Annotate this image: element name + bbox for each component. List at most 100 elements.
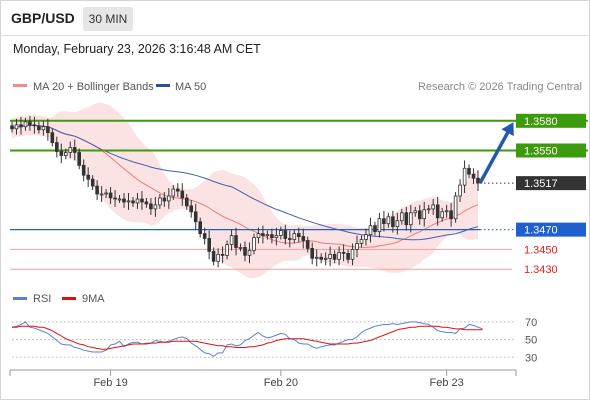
candle-body [14, 124, 19, 130]
candle-body [175, 188, 180, 192]
candle-body [319, 256, 323, 260]
candle-body [382, 218, 386, 224]
level-labels: 1.3580 1.3550 1.3517 1.3470 1.3450 1.3430 [516, 113, 586, 276]
candle-body [386, 216, 391, 225]
candle-body [413, 210, 418, 214]
candle [341, 244, 346, 262]
candle [135, 193, 140, 209]
candle [32, 116, 37, 134]
candle-body [287, 238, 292, 240]
candle [37, 121, 41, 134]
timeframe-button[interactable]: 30 MIN [83, 7, 133, 31]
candle [23, 117, 28, 131]
candle [28, 115, 32, 131]
candle [404, 206, 409, 231]
candle [323, 252, 328, 266]
price-levels [10, 119, 588, 270]
candle-body [261, 233, 265, 237]
candle [310, 242, 314, 265]
candle [382, 210, 386, 232]
candle-body [274, 235, 279, 239]
candle [292, 229, 297, 244]
candle-body [404, 212, 409, 226]
pivot-label-3: 1.3470 [524, 225, 558, 237]
legend-label-ma50: MA 50 [175, 81, 206, 93]
chart-header: GBP/USD 30 MIN [0, 0, 588, 36]
candle-body [153, 204, 158, 210]
candle-body [202, 233, 207, 239]
candle-body [162, 197, 167, 202]
candle-body [184, 197, 189, 207]
candle-body [431, 204, 435, 210]
forecast-arrow-shaft [478, 123, 514, 184]
candle [158, 194, 162, 209]
candle [140, 191, 144, 210]
candle-body [296, 233, 301, 238]
candle [207, 230, 212, 260]
candle [72, 139, 77, 161]
candle [55, 136, 59, 158]
candle [41, 120, 46, 136]
candle-body [399, 212, 404, 222]
legend-label-ma20: MA 20 + Bollinger Bands [33, 81, 154, 93]
candle-body [341, 251, 346, 254]
candle [467, 164, 471, 179]
candle-body [279, 230, 283, 236]
candle [391, 210, 395, 233]
candle-body [198, 221, 203, 234]
candle [377, 212, 382, 238]
candle-body [359, 239, 364, 244]
candle [216, 248, 220, 268]
candle [211, 247, 216, 266]
candle [131, 196, 135, 207]
candle-body [99, 193, 104, 196]
candle [113, 190, 117, 207]
candle [189, 199, 194, 218]
candle-body [149, 203, 153, 210]
candle [386, 212, 391, 228]
last-price-label-box [516, 176, 586, 191]
candle [395, 212, 400, 235]
candle-body [207, 238, 212, 252]
resistance-label-1: 1.3550 [524, 145, 558, 157]
candle [166, 188, 171, 209]
candle [440, 207, 444, 222]
candle [234, 227, 238, 256]
legend-label-rsi: RSI [33, 293, 51, 305]
candle [444, 204, 449, 218]
candle-body [55, 142, 59, 152]
rsi-legend: RSI 9MA [13, 293, 105, 305]
candle [14, 118, 19, 135]
candle [99, 186, 104, 202]
forecast-arrow [478, 122, 514, 184]
candle [108, 187, 113, 204]
candle-body [229, 235, 234, 245]
candle-body [408, 212, 413, 226]
candle-body [166, 195, 171, 202]
candle [238, 243, 243, 252]
legend-swatch-9ma [62, 297, 76, 300]
candle [180, 183, 185, 206]
candle-body [158, 197, 162, 206]
candle-body [189, 205, 194, 213]
candle [413, 206, 418, 217]
candle-body [243, 246, 247, 256]
candle-body [234, 235, 238, 248]
candle-body [252, 237, 256, 251]
chart-legend: MA 20 + Bollinger Bands MA 50 Research ©… [13, 81, 582, 93]
candle [220, 246, 225, 264]
candle [149, 197, 153, 215]
candle-body [247, 249, 252, 256]
candle [46, 118, 50, 141]
candle-body [301, 236, 306, 241]
rsi-line [11, 321, 483, 358]
last-price-label: 1.3517 [524, 178, 558, 190]
candle [117, 195, 122, 203]
candle-body [350, 248, 355, 260]
candle-body [328, 253, 332, 259]
time-axis: Feb 19 Feb 20 Feb 23 [9, 369, 517, 389]
candle-body [256, 233, 261, 239]
candle [153, 196, 158, 217]
resistance-label-box-0 [516, 113, 586, 128]
candle [265, 230, 270, 240]
